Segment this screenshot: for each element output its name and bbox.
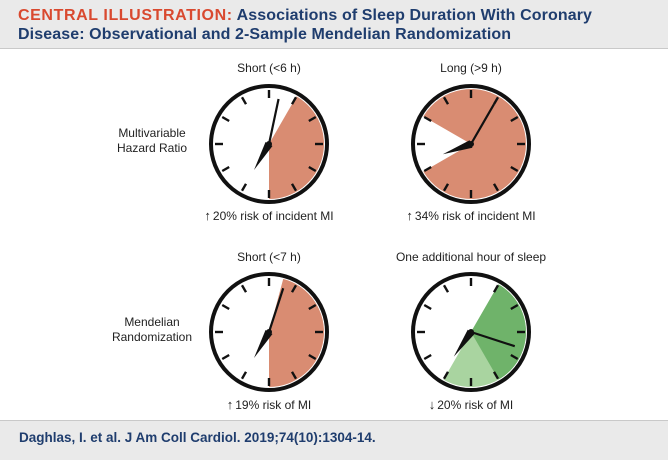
caption-text: 20% risk of incident MI — [212, 209, 334, 223]
sleep-wedge — [269, 278, 324, 387]
clock-center — [266, 329, 272, 335]
title-line-2: Disease: Observational and 2-Sample Mend… — [18, 26, 512, 43]
caption-text: 19% risk of MI — [235, 398, 312, 412]
hour-tick — [308, 303, 317, 311]
hour-tick — [423, 165, 432, 173]
hour-hand — [453, 329, 475, 357]
row-label-line: Randomization — [111, 330, 193, 344]
title-line-1: CENTRAL ILLUSTRATION: Associations of Sl… — [18, 7, 592, 25]
hour-tick — [308, 353, 317, 361]
hour-tick — [492, 183, 500, 192]
caption-long-9h: ↑ 34% risk of incident MI — [361, 208, 581, 223]
clock-title-long-9h: Long (>9 h) — [440, 61, 502, 75]
clock-additional-hour — [409, 270, 533, 394]
hour-tick — [492, 96, 500, 105]
row-label-line: Hazard Ratio — [116, 141, 188, 155]
hour-tick — [423, 353, 432, 361]
hour-tick — [423, 115, 432, 123]
hour-tick — [442, 284, 450, 293]
caption-text: 20% risk of MI — [437, 398, 514, 412]
hour-tick — [510, 165, 519, 173]
citation: Daghlas, I. et al. J Am Coll Cardiol. 20… — [19, 430, 376, 445]
row-label-line: Multivariable — [118, 126, 186, 140]
hour-tick — [221, 115, 230, 123]
hour-tick — [423, 303, 432, 311]
clock-short-6h — [207, 82, 331, 206]
hour-hand — [442, 140, 473, 155]
clock-short-7h — [207, 270, 331, 394]
up-arrow-icon: ↑ — [226, 397, 234, 412]
caption-short-7h: ↑ 19% risk of MI — [159, 397, 379, 412]
caption-text: 34% risk of incident MI — [414, 209, 536, 223]
hour-tick — [290, 371, 298, 380]
hour-tick — [221, 165, 230, 173]
hour-tick — [442, 371, 450, 380]
hour-tick — [240, 96, 248, 105]
minute-hand — [267, 98, 280, 145]
hour-tick — [442, 96, 450, 105]
hour-tick — [308, 115, 317, 123]
sleep-wedge — [269, 96, 324, 199]
hour-tick — [442, 183, 450, 192]
hour-tick — [221, 353, 230, 361]
up-arrow-icon: ↑ — [204, 208, 211, 223]
minute-hand — [470, 103, 495, 145]
row-label-line: Mendelian — [124, 315, 180, 329]
down-arrow-icon: ↓ — [428, 397, 436, 412]
title-prefix: CENTRAL ILLUSTRATION: — [18, 7, 233, 24]
clock-title-short-7h: Short (<7 h) — [237, 250, 301, 264]
caption-short-6h: ↑ 20% risk of incident MI — [159, 208, 379, 223]
header-banner: CENTRAL ILLUSTRATION: Associations of Sl… — [0, 0, 668, 49]
sleep-wedge — [423, 89, 526, 200]
clock-center — [266, 141, 272, 147]
row-label-hazard-ratio: Multivariable Hazard Ratio — [92, 126, 212, 156]
hour-tick — [290, 96, 298, 105]
clock-center — [468, 141, 474, 147]
row-label-mendelian: Mendelian Randomization — [92, 315, 212, 345]
hour-tick — [492, 371, 500, 380]
clock-title-short-6h: Short (<6 h) — [237, 61, 301, 75]
hour-tick — [510, 303, 519, 311]
hour-tick — [510, 115, 519, 123]
hour-tick — [240, 183, 248, 192]
clock-title-additional-hour: One additional hour of sleep — [395, 250, 547, 264]
hour-tick — [290, 284, 298, 293]
hour-tick — [492, 284, 500, 293]
hour-tick — [510, 353, 519, 361]
clock-long-9h — [409, 82, 533, 206]
minute-hand — [470, 330, 516, 348]
hour-hand — [254, 330, 273, 358]
hour-tick — [221, 303, 230, 311]
up-arrow-icon: ↑ — [406, 208, 413, 223]
hour-tick — [240, 371, 248, 380]
caption-additional-hour: ↓ 20% risk of MI — [361, 397, 581, 412]
minute-hand — [267, 287, 285, 333]
hour-tick — [240, 284, 248, 293]
hour-tick — [308, 165, 317, 173]
hour-hand — [254, 142, 273, 170]
title-text-1: Associations of Sleep Duration With Coro… — [236, 7, 593, 24]
clock-center — [468, 329, 474, 335]
footer-banner: Daghlas, I. et al. J Am Coll Cardiol. 20… — [0, 420, 668, 460]
hour-tick — [290, 183, 298, 192]
